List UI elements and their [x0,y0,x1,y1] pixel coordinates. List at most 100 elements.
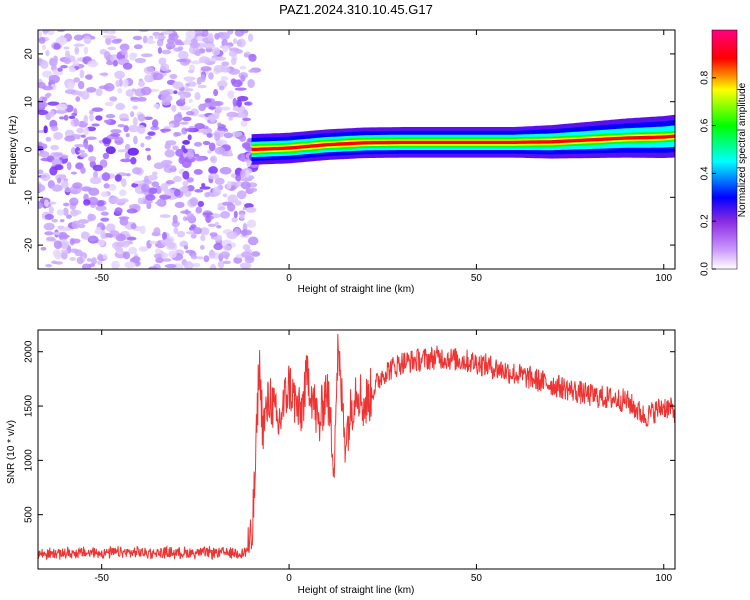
noise-blob [126,236,137,241]
noise-blob [57,177,62,184]
noise-blob [75,96,81,102]
noise-blob [124,143,131,151]
noise-blob [241,153,246,163]
noise-blob [108,196,120,204]
noise-blob [200,234,206,242]
noise-blob [176,58,188,63]
noise-blob [231,79,243,88]
noise-blob [86,258,92,262]
noise-blob [174,201,185,208]
noise-blob [151,181,160,188]
noise-blob [104,101,114,107]
noise-blob [138,246,149,252]
noise-blob [132,167,142,175]
noise-blob [227,30,234,35]
noise-blob [165,140,177,146]
noise-blob [159,194,171,200]
noise-blob [242,117,251,122]
noise-blob [222,193,228,198]
snr-y-axis-label: SNR (10 * v/v) [6,420,17,484]
colorbar-tick-label: 0.0 [700,262,711,276]
x-tick-label: 50 [471,273,483,284]
noise-blob [161,159,173,166]
noise-blob [220,66,231,73]
noise-blob [40,157,53,162]
noise-blob [106,30,116,35]
noise-blob [133,135,138,145]
snr-panel: -50 0 50 100 500 1000 1500 2000 Height of stra… [6,329,676,596]
noise-blob [45,92,52,97]
noise-blob [140,86,152,96]
noise-blob [105,146,116,155]
noise-blob [236,112,246,118]
noise-blob [203,255,210,263]
noise-blob [172,145,179,151]
noise-blob [134,58,147,64]
noise-blob [247,236,259,246]
noise-blob [64,187,72,193]
noise-blob [154,248,162,254]
noise-blob [114,70,126,80]
noise-blob [194,141,203,147]
noise-blob [39,101,48,108]
noise-blob [194,188,204,193]
noise-blob [186,212,195,222]
noise-blob [164,263,177,269]
noise-blob [76,127,84,134]
noise-blob [115,80,121,88]
noise-blob [214,177,225,185]
noise-blob [160,94,173,103]
noise-blob [189,41,200,48]
noise-blob [217,127,227,131]
noise-blob [102,34,111,39]
noise-blob [166,30,174,35]
noise-blob [73,117,79,127]
noise-blob [73,43,85,47]
noise-blob [208,72,214,80]
noise-blob [132,105,138,110]
noise-blob [63,46,70,50]
noise-blob [142,35,148,44]
noise-blob [95,205,107,212]
noise-blob [179,93,186,100]
noise-blob [43,125,48,134]
noise-blob [145,147,151,152]
chart-title: PAZ1.2024.310.10.45.G17 [279,2,433,17]
noise-blob [120,240,130,248]
noise-blob [147,131,156,136]
noise-blob [44,213,54,220]
noise-blob [100,230,106,240]
noise-blob [156,39,164,47]
noise-blob [83,114,89,124]
noise-blob [172,175,182,183]
noise-blob [232,38,238,44]
noise-blob [55,109,68,114]
noise-blob [126,173,131,177]
noise-blob [103,183,110,189]
noise-blob [122,251,131,260]
noise-blob [158,57,167,66]
noise-blob [53,152,63,157]
noise-blob [52,55,58,63]
noise-blob [222,45,229,53]
noise-blob [191,60,202,65]
colorbar-tick-label: 0.8 [700,70,711,84]
noise-blob [231,216,238,223]
noise-blob [234,87,247,91]
noise-blob [100,224,106,231]
noise-blob [44,199,49,207]
noise-blob [151,119,159,128]
noise-blob [51,184,63,192]
noise-blob [242,244,251,251]
noise-blob [214,221,219,226]
noise-blob [56,209,65,216]
noise-blob [62,207,69,216]
noise-blob [222,201,233,206]
noise-blob [179,106,192,111]
noise-blob [184,190,192,198]
noise-blob [245,206,257,213]
noise-blob [193,227,202,235]
noise-blob [84,142,89,150]
noise-blob [172,214,178,224]
noise-blob [200,74,206,83]
